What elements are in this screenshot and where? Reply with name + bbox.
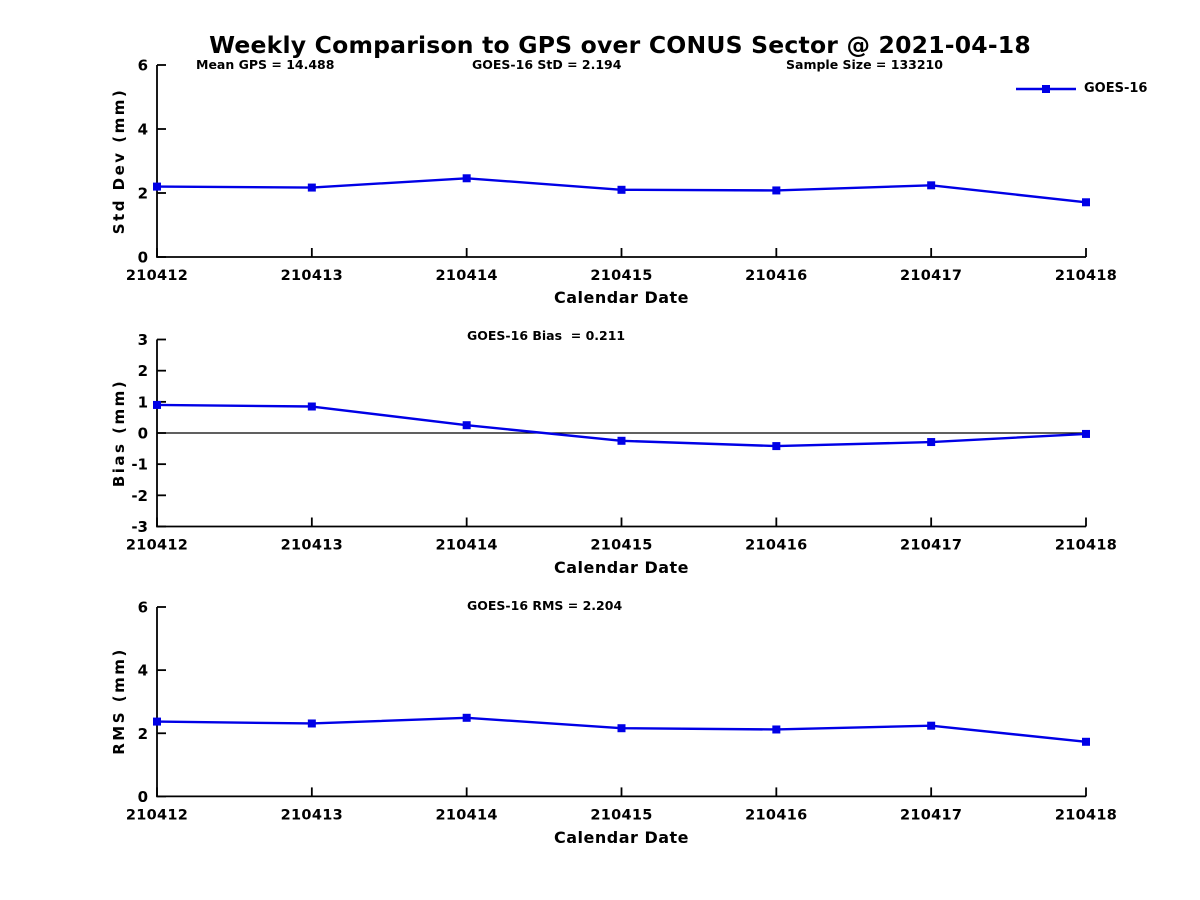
rms-series <box>153 713 1090 746</box>
y-tick-label: -1 <box>131 456 148 474</box>
stddev-x-axis-label: Calendar Date <box>553 288 690 307</box>
y-tick-label: 3 <box>138 331 148 349</box>
data-point-marker <box>772 442 781 451</box>
bias-series <box>153 400 1090 451</box>
data-point-marker <box>1082 737 1090 746</box>
data-point-marker <box>153 400 161 409</box>
data-point-marker <box>462 713 471 722</box>
data-point-marker <box>1082 198 1090 207</box>
x-tick-label: 210418 <box>1055 268 1117 284</box>
x-tick-label: 210415 <box>590 538 652 554</box>
data-point-marker <box>617 724 626 733</box>
data-point-marker <box>307 402 316 411</box>
x-tick-label: 210417 <box>900 268 962 284</box>
legend: GOES-16 <box>1014 81 1147 96</box>
x-tick-label: 210417 <box>900 538 962 554</box>
y-tick-label: 6 <box>138 600 148 617</box>
x-tick-label: 210415 <box>590 807 652 823</box>
data-point-marker <box>927 438 936 447</box>
x-tick-label: 210415 <box>590 268 652 284</box>
y-tick-label: -3 <box>131 518 148 536</box>
x-tick-label: 210416 <box>745 538 807 554</box>
bias-axes: -3 -2 -1 0 1 2 3 210412 210413 210414 210415 210416… <box>126 331 1117 554</box>
data-point-marker <box>617 436 626 445</box>
x-tick-label: 210413 <box>281 538 343 554</box>
data-point-marker <box>462 174 471 183</box>
x-tick-label: 210413 <box>281 268 343 284</box>
legend-label: GOES-16 <box>1084 81 1148 96</box>
data-point-marker <box>153 717 161 726</box>
y-tick-label: 0 <box>138 249 148 267</box>
rms-plot-canvas: 0 2 4 6 210412 210413 210414 210415 210416 210417… <box>126 600 1117 823</box>
data-point-marker <box>307 183 316 192</box>
x-tick-label: 210418 <box>1055 538 1117 554</box>
x-tick-label: 210412 <box>126 538 188 554</box>
y-tick-label: 4 <box>138 121 148 139</box>
bias-plot-canvas: -3 -2 -1 0 1 2 3 210412 210413 210414 210415 210416… <box>126 331 1117 554</box>
rms-y-axis-label: RMS (mm) <box>110 647 128 755</box>
x-tick-label: 210416 <box>745 268 807 284</box>
data-point-marker <box>927 181 936 190</box>
stddev-y-axis-label: Std Dev (mm) <box>110 87 128 235</box>
annotation-mean-gps: Mean GPS = 14.488 <box>196 57 335 72</box>
bias-x-axis-label: Calendar Date <box>553 558 690 577</box>
legend-marker-icon <box>1016 84 1076 93</box>
y-tick-label: -2 <box>131 487 148 505</box>
y-tick-label: 2 <box>138 185 148 203</box>
stddev-plot-canvas: 0 2 4 6 210412 210413 210414 210415 210416 210417… <box>126 57 1117 285</box>
y-tick-label: 0 <box>138 788 148 806</box>
data-point-marker <box>1082 429 1090 438</box>
data-point-marker <box>772 725 781 734</box>
annotation-sample-size: Sample Size = 133210 <box>786 57 943 72</box>
annotation-std: GOES-16 StD = 2.194 <box>472 57 622 72</box>
annotation-bias: GOES-16 Bias = 0.211 <box>467 328 626 343</box>
data-point-marker <box>927 721 936 730</box>
x-tick-label: 210414 <box>435 807 497 823</box>
rms-axes: 0 2 4 6 210412 210413 210414 210415 210416 210417… <box>126 600 1117 823</box>
data-point-marker <box>307 719 316 728</box>
rms-x-axis-label: Calendar Date <box>553 828 690 847</box>
x-tick-label: 210412 <box>126 268 188 284</box>
x-tick-label: 210416 <box>745 807 807 823</box>
x-tick-label: 210414 <box>435 268 497 284</box>
std_dev-axes: 0 2 4 6 210412 210413 210414 210415 210416 210417… <box>126 57 1117 285</box>
y-tick-label: 2 <box>138 362 148 380</box>
std_dev-series <box>153 174 1090 207</box>
data-point-marker <box>462 421 471 430</box>
x-tick-label: 210413 <box>281 807 343 823</box>
y-tick-label: 6 <box>138 57 148 75</box>
annotation-rms: GOES-16 RMS = 2.204 <box>467 598 623 613</box>
legend-square-marker <box>1042 84 1050 93</box>
figure-title: Weekly Comparison to GPS over CONUS Sect… <box>209 31 1031 59</box>
x-tick-label: 210417 <box>900 807 962 823</box>
y-tick-label: 1 <box>138 393 148 411</box>
x-tick-label: 210418 <box>1055 807 1117 823</box>
x-tick-label: 210412 <box>126 807 188 823</box>
bias-y-axis-label: Bias (mm) <box>110 378 128 488</box>
x-tick-label: 210414 <box>435 538 497 554</box>
data-point-marker <box>153 182 161 191</box>
data-point-marker <box>772 186 781 195</box>
y-tick-label: 0 <box>138 425 148 443</box>
data-point-marker <box>617 185 626 194</box>
y-tick-label: 2 <box>138 725 148 743</box>
y-tick-label: 4 <box>138 662 148 680</box>
